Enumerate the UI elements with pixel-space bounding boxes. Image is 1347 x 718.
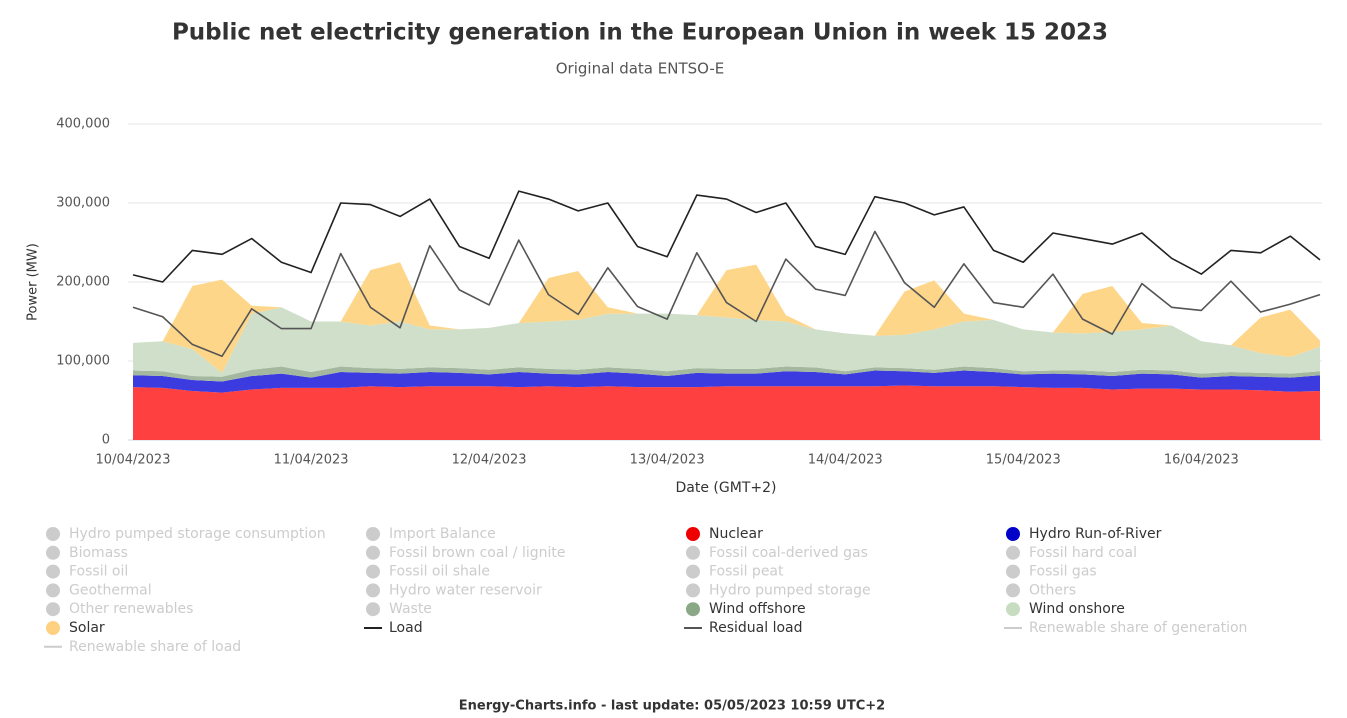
legend-label[interactable]: Other renewables xyxy=(69,601,193,617)
legend-marker[interactable] xyxy=(46,583,60,598)
legend-marker[interactable] xyxy=(366,564,380,579)
area xyxy=(133,307,1320,377)
legend-label[interactable]: Waste xyxy=(389,601,432,617)
y-tick-label: 100,000 xyxy=(56,354,110,369)
legend-label[interactable]: Fossil hard coal xyxy=(1029,545,1137,561)
legend-label[interactable]: Nuclear xyxy=(709,526,763,542)
x-tick-label: 11/04/2023 xyxy=(274,453,349,468)
legend-marker[interactable] xyxy=(46,527,60,541)
legend-marker[interactable] xyxy=(366,545,380,560)
chart-title: Public net electricity generation in the… xyxy=(172,20,1108,46)
legend-label[interactable]: Hydro pumped storage xyxy=(709,582,871,598)
y-tick-label: 300,000 xyxy=(56,196,110,211)
legend-marker[interactable] xyxy=(366,602,380,617)
legend-label[interactable]: Hydro pumped storage consumption xyxy=(69,526,326,542)
legend-label[interactable]: Hydro water reservoir xyxy=(389,582,542,598)
legend-marker[interactable] xyxy=(1006,583,1020,598)
legend-label[interactable]: Wind onshore xyxy=(1029,601,1125,617)
legend-label[interactable]: Load xyxy=(389,620,423,636)
legend-label[interactable]: Fossil coal-derived gas xyxy=(709,545,868,561)
line xyxy=(132,230,1321,358)
chart-subtitle: Original data ENTSO-E xyxy=(556,60,725,78)
legend-label[interactable]: Fossil gas xyxy=(1029,564,1097,580)
legend-label[interactable]: Solar xyxy=(69,620,105,636)
legend-label[interactable]: Residual load xyxy=(709,620,803,636)
legend-label[interactable]: Fossil oil xyxy=(69,564,128,580)
x-axis-title: Date (GMT+2) xyxy=(676,480,777,496)
legend-marker[interactable] xyxy=(46,621,60,635)
legend-marker[interactable] xyxy=(366,583,380,598)
area xyxy=(133,385,1320,440)
x-tick-label: 15/04/2023 xyxy=(986,453,1061,468)
line xyxy=(132,190,1321,283)
x-tick-label: 14/04/2023 xyxy=(808,453,883,468)
x-tick-label: 16/04/2023 xyxy=(1164,453,1239,468)
footer: Energy-Charts.info - last update: 05/05/… xyxy=(459,699,885,714)
legend-marker[interactable] xyxy=(46,602,60,617)
legend-marker[interactable] xyxy=(1006,564,1020,579)
legend-marker[interactable] xyxy=(1006,602,1020,617)
legend-label[interactable]: Fossil peat xyxy=(709,564,784,580)
legend-marker[interactable] xyxy=(686,527,700,541)
area xyxy=(133,262,1320,373)
x-tick-label: 12/04/2023 xyxy=(452,453,527,468)
x-tick-label: 10/04/2023 xyxy=(96,453,171,468)
legend-label[interactable]: Fossil oil shale xyxy=(389,564,490,580)
legend-marker[interactable] xyxy=(1006,527,1020,541)
legend-marker[interactable] xyxy=(686,602,700,617)
y-tick-label: 400,000 xyxy=(56,117,110,132)
legend-label[interactable]: Biomass xyxy=(69,545,128,561)
legend-label[interactable]: Others xyxy=(1029,582,1076,598)
legend-label[interactable]: Geothermal xyxy=(69,582,152,598)
legend-marker[interactable] xyxy=(686,583,700,598)
legend-marker[interactable] xyxy=(366,527,380,541)
legend-marker[interactable] xyxy=(46,545,60,560)
legend-label[interactable]: Wind offshore xyxy=(709,601,806,617)
area xyxy=(133,366,1320,382)
legend-label[interactable]: Renewable share of generation xyxy=(1029,620,1247,636)
legend-marker[interactable] xyxy=(46,564,60,579)
legend-label[interactable]: Fossil brown coal / lignite xyxy=(389,545,566,561)
y-tick-label: 0 xyxy=(102,433,110,448)
legend-label[interactable]: Renewable share of load xyxy=(69,639,241,655)
y-tick-label: 200,000 xyxy=(56,275,110,290)
legend-marker[interactable] xyxy=(686,545,700,560)
area xyxy=(133,370,1320,393)
legend-marker[interactable] xyxy=(1006,545,1020,560)
y-axis-title: Power (MW) xyxy=(26,243,41,321)
legend-label[interactable]: Hydro Run-of-River xyxy=(1029,526,1162,542)
x-tick-label: 13/04/2023 xyxy=(630,453,705,468)
legend-label[interactable]: Import Balance xyxy=(389,526,496,542)
legend-marker[interactable] xyxy=(686,564,700,579)
